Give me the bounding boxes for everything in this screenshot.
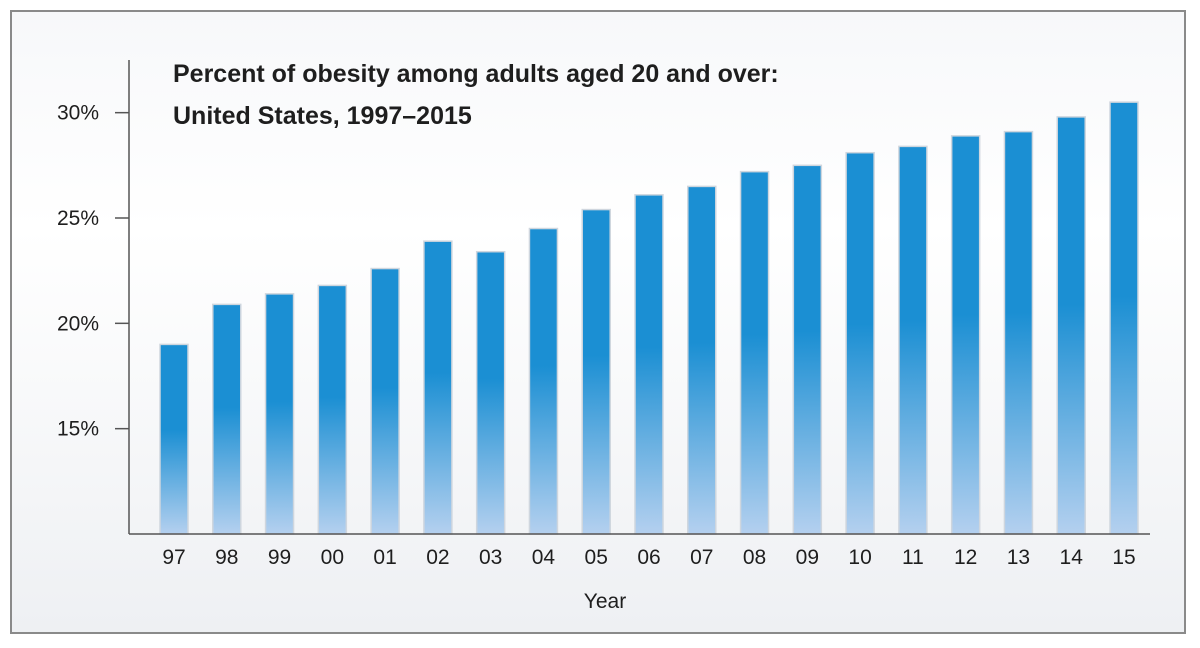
bar-07 xyxy=(687,185,717,535)
y-tick-label: 30% xyxy=(57,102,99,125)
bar-00 xyxy=(317,284,348,535)
bar-01 xyxy=(370,267,400,535)
bar-14 xyxy=(1056,116,1086,535)
bar-10 xyxy=(845,151,875,535)
bar-08 xyxy=(739,170,770,535)
bar-05 xyxy=(581,208,611,535)
bar-11 xyxy=(898,145,928,535)
x-tick-label: 03 xyxy=(479,546,502,569)
x-tick-label: 14 xyxy=(1060,546,1084,569)
bar-06 xyxy=(634,194,664,535)
y-tick-label: 20% xyxy=(57,312,99,335)
bar-97 xyxy=(159,343,189,535)
y-tick-label: 15% xyxy=(57,418,99,441)
x-tick-label: 15 xyxy=(1112,546,1135,569)
chart-title-line-2: United States, 1997–2015 xyxy=(173,102,472,130)
x-tick-label: 12 xyxy=(954,546,977,569)
x-tick-label: 10 xyxy=(848,546,871,569)
x-tick-label: 09 xyxy=(796,546,819,569)
bar-09 xyxy=(792,164,823,535)
x-tick-label: 07 xyxy=(690,546,713,569)
bars xyxy=(159,101,1139,535)
x-tick-label: 98 xyxy=(215,546,238,569)
x-tick-label: 08 xyxy=(743,546,766,569)
bar-15 xyxy=(1109,101,1139,535)
x-tick-label: 05 xyxy=(585,546,608,569)
bar-02 xyxy=(423,240,453,535)
x-tick-label: 01 xyxy=(373,546,396,569)
bar-03 xyxy=(475,250,506,535)
x-tick-label: 04 xyxy=(532,546,556,569)
bar-99 xyxy=(264,293,295,535)
bar-12 xyxy=(950,135,981,535)
x-axis-tick-labels: 97 98 99 00 01 02 03 04 05 06 07 08 09 10 11 12 13 14 15 xyxy=(162,546,1135,569)
bar-98 xyxy=(212,303,242,535)
bar-13 xyxy=(1003,130,1034,535)
y-axis-ticks: 15% 20% 25% 30% xyxy=(57,102,129,441)
chart-title-line-1: Percent of obesity among adults aged 20 … xyxy=(173,60,779,88)
x-axis-title: Year xyxy=(584,590,626,613)
x-tick-label: 06 xyxy=(637,546,660,569)
x-tick-label: 99 xyxy=(268,546,291,569)
x-tick-label: 13 xyxy=(1007,546,1030,569)
x-tick-label: 00 xyxy=(321,546,344,569)
x-tick-label: 02 xyxy=(426,546,449,569)
bar-04 xyxy=(528,227,559,535)
x-tick-label: 97 xyxy=(162,546,185,569)
y-tick-label: 25% xyxy=(57,207,99,230)
x-tick-label: 11 xyxy=(902,546,924,569)
